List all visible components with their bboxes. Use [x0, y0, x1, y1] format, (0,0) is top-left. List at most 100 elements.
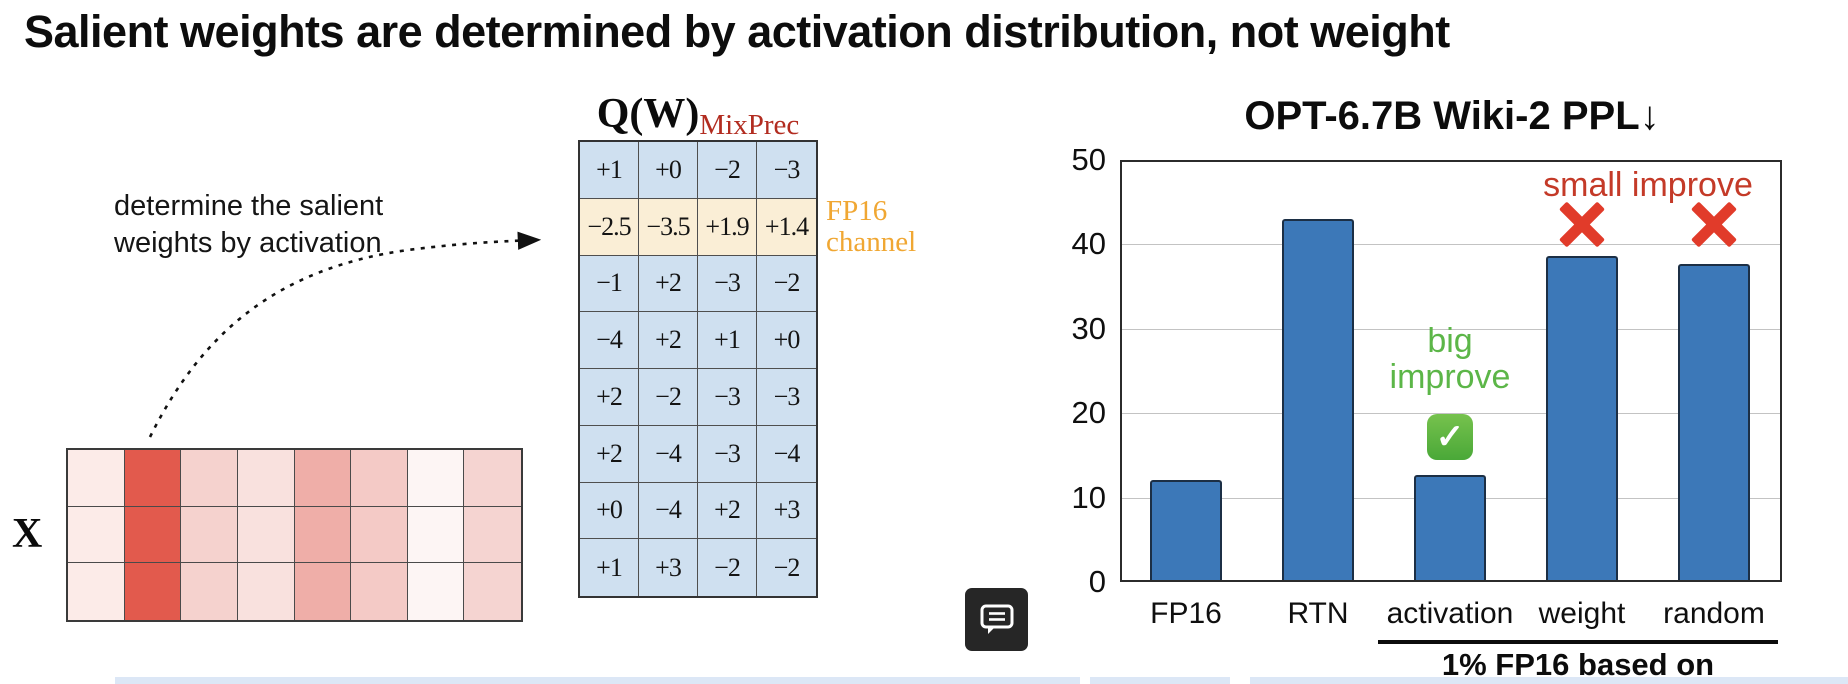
heatmap-cell — [181, 563, 238, 620]
weight-matrix-cell: +3 — [757, 482, 816, 540]
heatmap-cell — [237, 506, 295, 564]
weight-matrix-cell: +0 — [639, 142, 698, 199]
weight-matrix-cell: +2 — [580, 369, 639, 426]
x-tick-label-FP16: FP16 — [1150, 597, 1222, 630]
weight-matrix-cell: −4 — [639, 482, 698, 540]
heatmap-cell — [351, 506, 408, 564]
weight-matrix-cell: −2 — [639, 369, 698, 426]
y-tick-label: 10 — [1071, 479, 1106, 515]
heatmap-cell — [464, 506, 521, 564]
red-x-icon — [1688, 198, 1740, 250]
big-improve-label-line2: improve — [1389, 358, 1511, 396]
heatmap-cell — [294, 506, 352, 564]
chart-plot-area — [1120, 160, 1782, 582]
weight-matrix-cell: +1 — [580, 539, 639, 596]
weight-matrix-cell: +2 — [639, 255, 698, 313]
weight-matrix-cell: −2 — [698, 142, 757, 199]
weight-matrix-cell: +2 — [639, 312, 698, 369]
weight-matrix-title-main: Q(W) — [596, 91, 700, 137]
gridline — [1122, 244, 1780, 246]
check-emoji-icon: ✓ — [1427, 414, 1473, 460]
y-tick-label: 40 — [1071, 226, 1106, 262]
heatmap-cell — [68, 450, 125, 507]
weight-matrix-cell: +1 — [580, 142, 639, 199]
weight-matrix-cell: −3 — [698, 369, 757, 426]
weight-matrix-title: Q(W)MixPrec — [578, 90, 818, 141]
weight-matrix-cell: −3 — [698, 255, 757, 313]
gridline — [1122, 413, 1780, 415]
gridline — [1122, 328, 1780, 330]
heatmap-cell — [351, 450, 408, 507]
bar-activation — [1414, 474, 1486, 580]
annotation-text: determine the salient weights by activat… — [114, 188, 383, 262]
heatmap-cell-salient — [124, 563, 182, 620]
weight-matrix-cell: +1.9 — [698, 198, 757, 256]
heatmap-cell — [294, 450, 352, 507]
weight-matrix-cell: −3 — [757, 142, 816, 199]
bar-weight — [1546, 256, 1618, 580]
heatmap-cell — [181, 506, 238, 564]
red-x-icon — [1556, 198, 1608, 250]
bottom-strip — [1250, 677, 1848, 684]
weight-matrix-cell: +3 — [639, 539, 698, 596]
small-improve-label: small improve — [1543, 166, 1753, 204]
fp16-channel-label-line1: FP16 — [826, 195, 888, 227]
y-tick-label: 30 — [1071, 310, 1106, 346]
weight-matrix-cell: −4 — [580, 312, 639, 369]
x-tick-label-weight: weight — [1538, 597, 1626, 630]
heatmap-cell — [464, 563, 521, 620]
annotation-line-1: determine the salient — [114, 190, 384, 222]
x-tick-label-RTN: RTN — [1287, 597, 1349, 630]
weight-matrix-cell: +2 — [698, 482, 757, 540]
weight-matrix-cell: −2 — [757, 255, 816, 313]
heatmap-cell — [351, 563, 408, 620]
heatmap-cell-salient — [124, 506, 182, 564]
annotation-line-2: weights by activation — [114, 227, 382, 259]
weight-matrix-cell: −2.5 — [580, 198, 639, 256]
group-label: 1% FP16 based on — [1441, 647, 1715, 682]
y-tick-label: 20 — [1071, 395, 1106, 431]
fp16-channel-label-line2: channel — [826, 226, 917, 258]
bar-FP16 — [1150, 479, 1222, 580]
weight-matrix: +1 +0 −2 −3 −2.5 −3.5 +1.9 +1.4 −1 +2 −3 −2 −4 +2 +1 +0… — [578, 140, 818, 598]
activation-heatmap — [66, 448, 523, 622]
heatmap-cell — [407, 506, 465, 564]
bottom-strip — [1090, 677, 1230, 684]
slide-title: Salient weights are determined by activa… — [24, 6, 1450, 57]
bar-random — [1678, 263, 1750, 580]
weight-matrix-cell: −4 — [757, 425, 816, 483]
weight-matrix-cell: +1 — [698, 312, 757, 369]
y-tick-label: 0 — [1088, 564, 1106, 599]
heatmap-cell — [407, 563, 465, 620]
fp16-channel-label: FP16 channel — [826, 196, 916, 258]
heatmap-cell — [464, 450, 521, 507]
bottom-strip — [115, 677, 1080, 684]
weight-matrix-cell: −3 — [698, 425, 757, 483]
heatmap-cell — [294, 563, 352, 620]
weight-matrix-cell: −4 — [639, 425, 698, 483]
weight-matrix-cell: −2 — [757, 539, 816, 596]
weight-matrix-cell: −1 — [580, 255, 639, 313]
y-tick-label: 50 — [1071, 142, 1106, 177]
weight-matrix-cell: −3.5 — [639, 198, 698, 256]
weight-matrix-cell: +0 — [757, 312, 816, 369]
x-tick-label-random: random — [1663, 597, 1765, 630]
activation-matrix-label: X — [12, 511, 43, 557]
comment-button[interactable] — [965, 588, 1028, 651]
speech-bubble-icon — [980, 604, 1013, 634]
weight-matrix-cell: +1.4 — [757, 198, 816, 256]
bar-RTN — [1282, 219, 1354, 580]
weight-matrix-cell: −2 — [698, 539, 757, 596]
weight-matrix-cell: −3 — [757, 369, 816, 426]
group-underline — [1378, 640, 1778, 644]
weight-matrix-cell: +2 — [580, 425, 639, 483]
heatmap-cell — [68, 563, 125, 620]
heatmap-cell — [407, 450, 465, 507]
big-improve-label-line1: big — [1427, 322, 1473, 360]
heatmap-cell — [181, 450, 238, 507]
heatmap-cell — [237, 563, 295, 620]
weight-matrix-title-sub: MixPrec — [699, 109, 800, 141]
heatmap-cell — [237, 450, 295, 507]
chart-title: OPT-6.7B Wiki-2 PPL↓ — [1244, 94, 1660, 138]
